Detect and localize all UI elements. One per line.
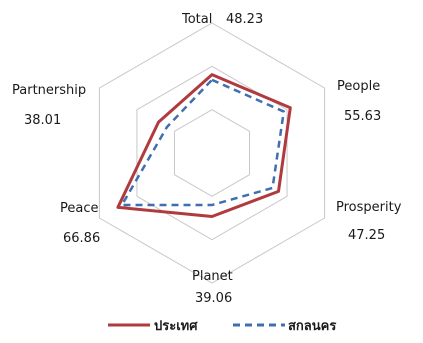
grid-ring-1 (173, 109, 251, 197)
grid-ring-2 (136, 65, 288, 241)
axis-value-total: 48.23 (226, 12, 263, 27)
grid-ring-3 (98, 22, 326, 284)
axis-value-peace: 66.86 (63, 231, 100, 246)
radar-grid (98, 22, 326, 284)
legend-label-country: ประเทศ (154, 319, 198, 334)
radar-series-layer (116, 73, 292, 218)
legend: ประเทศ สกลนคร (108, 319, 336, 334)
series-line-sakon-nakhon (120, 78, 286, 207)
axis-label-peace: Peace (60, 201, 99, 216)
axis-label-prosperity: Prosperity (336, 200, 402, 215)
axis-label-planet: Planet (192, 269, 233, 284)
axis-value-prosperity: 47.25 (348, 228, 385, 243)
axis-label-partnership: Partnership (12, 83, 86, 98)
axis-value-people: 55.63 (344, 109, 381, 124)
legend-label-sakon-nakhon: สกลนคร (288, 319, 336, 334)
axis-value-planet: 39.06 (195, 291, 232, 306)
series-line-country (116, 73, 292, 218)
axis-label-total: Total (181, 12, 212, 27)
axis-value-partnership: 38.01 (24, 113, 61, 128)
axis-label-people: People (337, 79, 380, 94)
